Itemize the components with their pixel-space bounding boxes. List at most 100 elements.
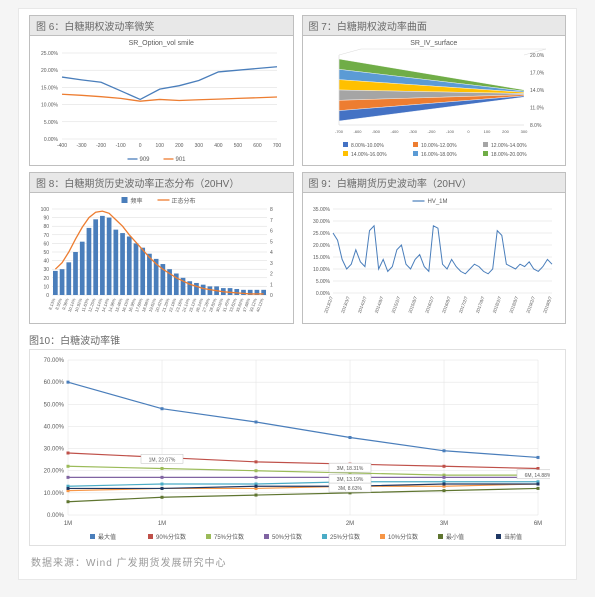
svg-text:2019/2/7: 2019/2/7 bbox=[525, 295, 536, 314]
svg-text:3: 3 bbox=[270, 261, 273, 267]
panel-fig8: 图 8：白糖期货历史波动率正态分布（20HV） 0102030405060708… bbox=[29, 172, 294, 324]
fig6-body: SR_Option_vol smile 0.00%5.00%10.00%15.0… bbox=[30, 36, 293, 165]
svg-text:200: 200 bbox=[502, 129, 509, 134]
svg-text:5.00%: 5.00% bbox=[315, 279, 330, 285]
fig8-chart: 01020304050607080901000123456788.13%8.55… bbox=[30, 193, 285, 323]
svg-text:最小值: 最小值 bbox=[446, 533, 464, 541]
fig10-chart: 0.00%10.00%20.00%30.00%40.00%50.00%60.00… bbox=[30, 350, 550, 545]
svg-text:2013/3/7: 2013/3/7 bbox=[340, 295, 351, 314]
svg-text:15.00%: 15.00% bbox=[313, 255, 331, 261]
svg-text:2016/8/7: 2016/8/7 bbox=[441, 295, 452, 314]
svg-text:2: 2 bbox=[270, 272, 273, 278]
svg-text:500: 500 bbox=[234, 143, 243, 149]
svg-text:100: 100 bbox=[483, 129, 490, 134]
svg-text:70.00%: 70.00% bbox=[44, 358, 65, 364]
fig9-body: 0.00%5.00%10.00%15.00%20.00%25.00%30.00%… bbox=[303, 193, 566, 323]
svg-text:10%分位数: 10%分位数 bbox=[388, 533, 418, 541]
svg-text:18.00%-20.00%: 18.00%-20.00% bbox=[491, 152, 527, 158]
svg-text:2016/2/7: 2016/2/7 bbox=[424, 295, 435, 314]
svg-text:-600: -600 bbox=[353, 129, 362, 134]
svg-text:80: 80 bbox=[43, 224, 49, 230]
svg-text:400: 400 bbox=[214, 143, 223, 149]
svg-text:2014/8/7: 2014/8/7 bbox=[373, 295, 384, 314]
svg-text:3M, 8.63%: 3M, 8.63% bbox=[338, 486, 362, 492]
svg-text:-300: -300 bbox=[408, 129, 417, 134]
fig7-title: 图 7：白糖期权波动率曲面 bbox=[303, 16, 566, 36]
svg-text:当前值: 当前值 bbox=[504, 533, 522, 541]
svg-text:HV_1M: HV_1M bbox=[427, 199, 447, 205]
svg-text:3M: 3M bbox=[440, 521, 448, 527]
svg-text:15.00%: 15.00% bbox=[41, 85, 59, 91]
svg-text:40.00%: 40.00% bbox=[44, 424, 65, 430]
svg-text:4: 4 bbox=[270, 250, 273, 256]
svg-text:-200: -200 bbox=[96, 143, 106, 149]
svg-text:2M: 2M bbox=[346, 521, 354, 527]
svg-text:20.00%: 20.00% bbox=[44, 469, 65, 475]
svg-text:1M: 1M bbox=[64, 521, 72, 527]
fig7-chart: 8.0%11.0%14.0%17.0%20.0%-700-600-500-400… bbox=[303, 47, 558, 165]
fig7-body: SR_IV_surface 8.0%11.0%14.0%17.0%20.0%-7… bbox=[303, 36, 566, 165]
fig10-title: 图10：白糖波动率锥 bbox=[29, 330, 566, 349]
svg-text:14.0%: 14.0% bbox=[530, 88, 545, 94]
svg-text:6M, 14.88%: 6M, 14.88% bbox=[525, 473, 550, 479]
svg-text:正态分布: 正态分布 bbox=[172, 197, 196, 205]
fig6-title: 图 6：白糖期权波动率微笑 bbox=[30, 16, 293, 36]
svg-text:11.0%: 11.0% bbox=[530, 106, 544, 112]
svg-text:25.00%: 25.00% bbox=[313, 231, 331, 237]
svg-text:0.00%: 0.00% bbox=[47, 513, 65, 519]
svg-text:300: 300 bbox=[520, 129, 527, 134]
svg-text:-300: -300 bbox=[77, 143, 87, 149]
panel-fig10: 图10：白糖波动率锥 0.00%10.00%20.00%30.00%40.00%… bbox=[29, 330, 566, 546]
svg-text:60.00%: 60.00% bbox=[44, 380, 65, 386]
row-1: 图 6：白糖期权波动率微笑 SR_Option_vol smile 0.00%5… bbox=[29, 15, 566, 166]
svg-text:40: 40 bbox=[43, 259, 49, 265]
svg-text:20.0%: 20.0% bbox=[530, 53, 545, 59]
svg-text:10: 10 bbox=[43, 284, 49, 290]
svg-text:-400: -400 bbox=[390, 129, 399, 134]
svg-text:600: 600 bbox=[253, 143, 262, 149]
svg-text:5: 5 bbox=[270, 239, 273, 245]
svg-text:6: 6 bbox=[270, 229, 273, 235]
fig10-body: 0.00%10.00%20.00%30.00%40.00%50.00%60.00… bbox=[29, 349, 566, 546]
svg-text:30.00%: 30.00% bbox=[313, 219, 331, 225]
svg-text:2019/8/7: 2019/8/7 bbox=[542, 295, 553, 314]
svg-text:20.00%: 20.00% bbox=[313, 243, 331, 249]
svg-text:75%分位数: 75%分位数 bbox=[214, 533, 244, 541]
svg-text:2017/8/7: 2017/8/7 bbox=[474, 295, 485, 314]
svg-text:最大值: 最大值 bbox=[98, 533, 116, 541]
svg-text:-400: -400 bbox=[57, 143, 67, 149]
fig6-chart-title: SR_Option_vol smile bbox=[30, 36, 293, 47]
svg-text:2015/8/7: 2015/8/7 bbox=[407, 295, 418, 314]
svg-text:8.00%-10.00%: 8.00%-10.00% bbox=[351, 143, 384, 149]
svg-text:0: 0 bbox=[467, 129, 470, 134]
fig6-chart: 0.00%5.00%10.00%15.00%20.00%25.00%-400-3… bbox=[30, 47, 285, 165]
fig7-chart-title: SR_IV_surface bbox=[303, 36, 566, 47]
svg-text:20: 20 bbox=[43, 276, 49, 282]
svg-text:20.00%: 20.00% bbox=[41, 68, 59, 74]
svg-text:50%分位数: 50%分位数 bbox=[272, 533, 302, 541]
panel-fig9: 图 9：白糖期货历史波动率（20HV） 0.00%5.00%10.00%15.0… bbox=[302, 172, 567, 324]
svg-text:频率: 频率 bbox=[131, 197, 143, 205]
svg-text:10.00%: 10.00% bbox=[41, 103, 59, 109]
svg-text:35.00%: 35.00% bbox=[313, 207, 331, 213]
fig8-body: 01020304050607080901000123456788.13%8.55… bbox=[30, 193, 293, 323]
svg-text:1M: 1M bbox=[158, 521, 166, 527]
svg-text:30: 30 bbox=[43, 267, 49, 273]
svg-text:16.00%-18.00%: 16.00%-18.00% bbox=[421, 152, 457, 158]
svg-text:2015/2/7: 2015/2/7 bbox=[390, 295, 401, 314]
svg-text:8.0%: 8.0% bbox=[530, 123, 542, 129]
svg-text:2013/2/7: 2013/2/7 bbox=[323, 295, 334, 314]
svg-text:200: 200 bbox=[175, 143, 184, 149]
panel-fig6: 图 6：白糖期权波动率微笑 SR_Option_vol smile 0.00%5… bbox=[29, 15, 294, 166]
svg-text:3M, 18.31%: 3M, 18.31% bbox=[337, 466, 364, 472]
svg-text:2018/2/7: 2018/2/7 bbox=[491, 295, 502, 314]
panel-fig7: 图 7：白糖期权波动率曲面 SR_IV_surface 8.0% 11.0% 14.… bbox=[302, 15, 567, 166]
svg-text:0: 0 bbox=[270, 293, 273, 299]
svg-text:14.00%-16.00%: 14.00%-16.00% bbox=[351, 152, 387, 158]
svg-text:2017/2/7: 2017/2/7 bbox=[458, 295, 469, 314]
svg-text:-100: -100 bbox=[116, 143, 126, 149]
svg-text:60: 60 bbox=[43, 241, 49, 247]
fig9-chart: 0.00%5.00%10.00%15.00%20.00%25.00%30.00%… bbox=[303, 193, 558, 323]
svg-text:10.00%: 10.00% bbox=[313, 267, 331, 273]
svg-text:-500: -500 bbox=[371, 129, 380, 134]
